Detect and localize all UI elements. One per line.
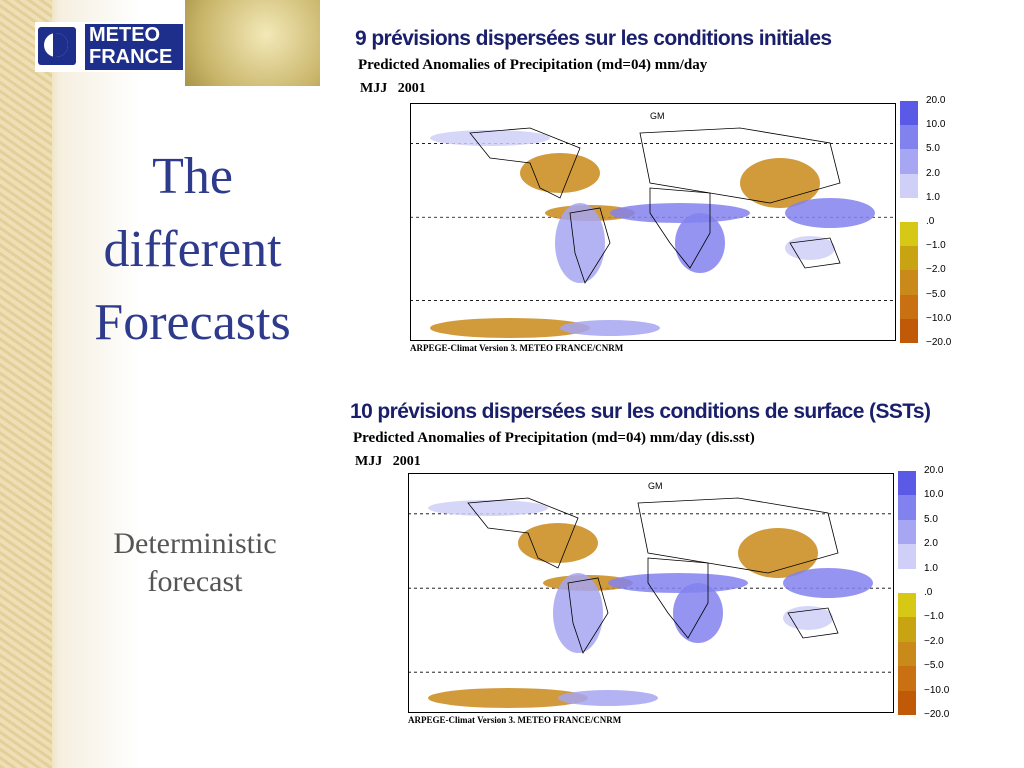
texture: [0, 0, 52, 768]
panel-header: 10 prévisions dispersées sur les conditi…: [350, 400, 931, 423]
legend-swatch: [900, 173, 918, 198]
legend-label: 2.0: [926, 167, 940, 179]
map: GM: [408, 473, 894, 713]
map-shape: [553, 573, 603, 653]
map-shape: [647, 557, 709, 639]
panel-header: 9 prévisions dispersées sur les conditio…: [355, 27, 832, 50]
map-shape: [675, 213, 725, 273]
map-shape: [649, 187, 711, 269]
legend-swatch: [900, 222, 918, 247]
legend-label: −20.0: [926, 337, 952, 348]
map-shape: [430, 318, 590, 338]
map-shape: [740, 158, 820, 208]
map-shape: [555, 203, 605, 283]
logo: METEO FRANCE: [35, 22, 185, 72]
logo-line: FRANCE: [89, 46, 173, 68]
legend-label: 20.0: [926, 95, 946, 106]
map-shape: [567, 577, 609, 654]
map-shape: [569, 207, 611, 284]
map-shape: [430, 130, 550, 146]
map-shape: [673, 583, 723, 643]
map-shape: [785, 236, 835, 260]
legend-swatch: [900, 197, 918, 222]
legend-label: −10.0: [926, 312, 952, 324]
legend-label: −2.0: [926, 264, 946, 276]
logo-icon: [38, 27, 76, 65]
legend-swatch: [898, 495, 916, 520]
logo-text: METEO FRANCE: [85, 24, 183, 70]
logo-line: METEO: [89, 24, 161, 46]
map-shape: [558, 690, 658, 706]
legend-label: .0: [924, 587, 933, 598]
map-shape: [738, 528, 818, 578]
legend-label: .0: [926, 216, 935, 227]
legend-swatch: [898, 471, 916, 496]
legend-swatch: [898, 544, 916, 569]
legend-label: 2.0: [924, 538, 938, 550]
legend-swatch: [900, 318, 918, 343]
panel-footer: ARPEGE-Climat Version 3. METEO FRANCE/CN…: [408, 715, 622, 725]
map-shape: [637, 497, 839, 574]
legend-label: −20.0: [924, 709, 950, 720]
legend-label: −10.0: [924, 684, 950, 696]
panel-period: MJJ 2001: [360, 81, 426, 96]
legend-label: −1.0: [926, 240, 946, 252]
slide-subtitle: Deterministic forecast: [113, 527, 277, 598]
map-shape: [467, 497, 579, 569]
legend-swatch: [898, 593, 916, 618]
slide-title: The different Forecasts: [94, 148, 291, 351]
map-shape: [428, 688, 588, 708]
side-background: [0, 0, 320, 768]
legend-swatch: [900, 125, 918, 150]
panel-subtitle: Predicted Anomalies of Precipitation (md…: [358, 57, 708, 73]
map-shape: [518, 523, 598, 563]
map-shape: [783, 606, 833, 630]
legend-label: 5.0: [926, 143, 940, 155]
map-shape: [469, 127, 581, 199]
map-shape: [785, 198, 875, 228]
map-shape: [608, 573, 748, 593]
legend-swatch: [898, 617, 916, 642]
legend-swatch: [900, 246, 918, 271]
map-shape: [789, 237, 841, 269]
legend-swatch: [898, 568, 916, 593]
map-shape: [783, 568, 873, 598]
legend-swatch: [898, 666, 916, 691]
legend-label: 10.0: [926, 119, 946, 131]
panel-period: MJJ 2001: [355, 454, 421, 469]
decor-image: [185, 0, 320, 86]
map-shape: [639, 127, 841, 204]
legend-swatch: [898, 519, 916, 545]
map-label: GM: [650, 111, 665, 121]
legend-label: 10.0: [924, 489, 944, 501]
map-label: GM: [648, 481, 663, 491]
legend-swatch: [900, 294, 918, 319]
panel-subtitle: Predicted Anomalies of Precipitation (md…: [353, 430, 755, 446]
map-shape: [610, 203, 750, 223]
legend-swatch: [900, 270, 918, 295]
map-shape: [428, 500, 548, 516]
legend-label: −5.0: [924, 660, 944, 672]
legend-label: −5.0: [926, 288, 946, 300]
legend-swatch: [900, 149, 918, 174]
legend-swatch: [898, 641, 916, 667]
legend-label: 20.0: [924, 465, 944, 476]
legend-label: −2.0: [924, 635, 944, 647]
panel-footer: ARPEGE-Climat Version 3. METEO FRANCE/CN…: [410, 343, 624, 353]
map-shape: [520, 153, 600, 193]
legend-label: 1.0: [924, 562, 938, 574]
legend-swatch: [900, 101, 918, 126]
legend-swatch: [898, 690, 916, 715]
map-shape: [787, 607, 839, 639]
legend-label: −1.0: [924, 611, 944, 623]
legend-label: 5.0: [924, 513, 938, 525]
map-shape: [560, 320, 660, 336]
map: GM: [410, 103, 896, 341]
legend-label: 1.0: [926, 191, 940, 203]
